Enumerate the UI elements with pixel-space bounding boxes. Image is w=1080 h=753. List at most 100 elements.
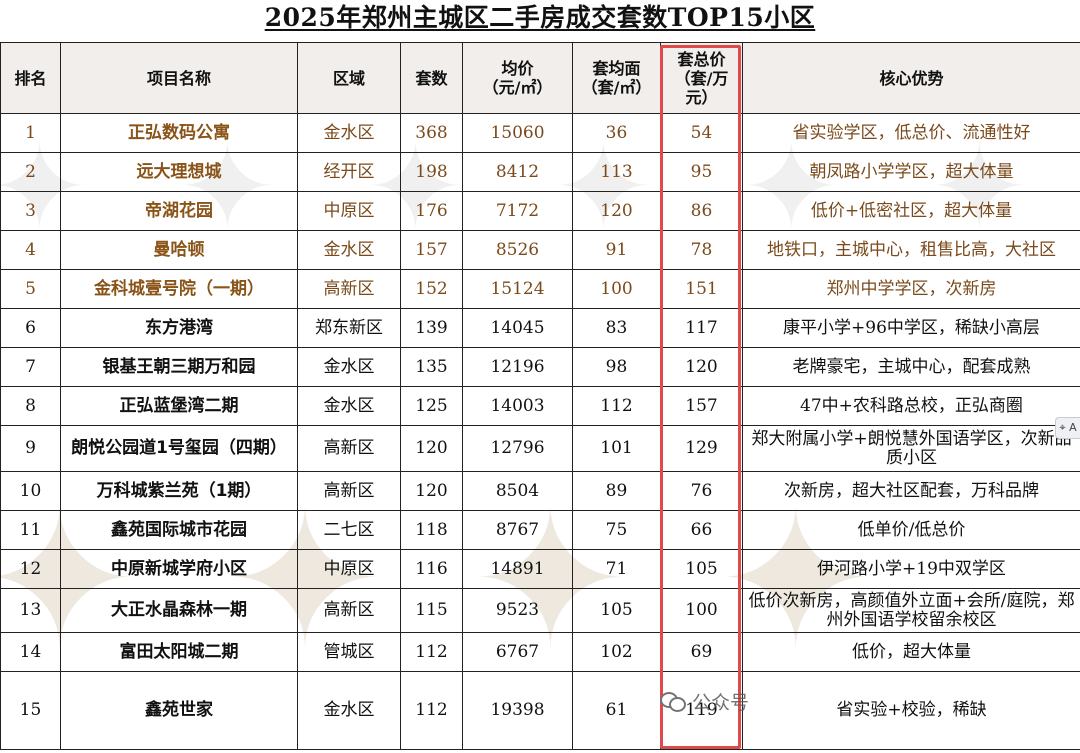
page-title: 2025年郑州主城区二手房成交套数TOP15小区 bbox=[264, 3, 816, 32]
cell-district: 金水区 bbox=[297, 230, 401, 270]
cell-count: 157 bbox=[400, 230, 463, 270]
cell-price: 12796 bbox=[462, 425, 573, 472]
header-total-price: 套总价 （套/万元） bbox=[660, 42, 743, 114]
cell-area: 36 bbox=[572, 113, 661, 153]
cell-name: 金科城壹号院（一期） bbox=[60, 269, 298, 309]
cell-name: 鑫苑国际城市花园 bbox=[60, 510, 298, 550]
table-header-row: 排名 项目名称 区域 套数 均价 （元/㎡） 套均面 （套/㎡） 套总价 （套/万元）… bbox=[0, 42, 1080, 114]
cell-count: 152 bbox=[400, 269, 463, 309]
table-row: 13 大正水晶森林一期 高新区 115 9523 105 100 低价次新房，高颜值外立面+会… bbox=[0, 588, 1080, 633]
cell-district: 金水区 bbox=[297, 347, 401, 387]
table-row: 6 东方港湾 郑东新区 139 14045 83 117 康平小学+96中学区，稀缺小高层 bbox=[0, 308, 1080, 348]
cell-price: 9523 bbox=[462, 588, 573, 633]
cell-total: 157 bbox=[660, 386, 743, 426]
cell-advantage: 次新房，超大社区配套，万科品牌 bbox=[742, 471, 1080, 511]
cell-count: 115 bbox=[400, 588, 463, 633]
table-row: 4 曼哈顿 金水区 157 8526 91 78 地铁口，主城中心，租售比高，大社区 bbox=[0, 230, 1080, 270]
cell-name: 正弘数码公寓 bbox=[60, 113, 298, 153]
cell-price: 15060 bbox=[462, 113, 573, 153]
cell-total: 117 bbox=[660, 308, 743, 348]
cell-total: 78 bbox=[660, 230, 743, 270]
cell-total: 151 bbox=[660, 269, 743, 309]
cell-district: 金水区 bbox=[297, 671, 401, 750]
cell-rank: 11 bbox=[0, 510, 61, 550]
cell-district: 高新区 bbox=[297, 471, 401, 511]
table-row: 8 正弘蓝堡湾二期 金水区 125 14003 112 157 47中+农科路总校，正弘商圈 bbox=[0, 386, 1080, 426]
cell-district: 高新区 bbox=[297, 269, 401, 309]
table-row: 12 中原新城学府小区 中原区 116 14891 71 105 伊河路小学+19中双学区 bbox=[0, 549, 1080, 589]
cell-count: 125 bbox=[400, 386, 463, 426]
cell-count: 112 bbox=[400, 671, 463, 750]
cell-rank: 10 bbox=[0, 471, 61, 511]
cell-district: 金水区 bbox=[297, 113, 401, 153]
table-row: 10 万科城紫兰苑（1期） 高新区 120 8504 89 76 次新房，超大社区配套，万科品… bbox=[0, 471, 1080, 511]
cell-area: 120 bbox=[572, 191, 661, 231]
cell-rank: 13 bbox=[0, 588, 61, 633]
cell-district: 高新区 bbox=[297, 588, 401, 633]
cell-total: 120 bbox=[660, 347, 743, 387]
cell-area: 105 bbox=[572, 588, 661, 633]
cell-advantage: 郑州中学学区，次新房 bbox=[742, 269, 1080, 309]
header-avg-price: 均价 （元/㎡） bbox=[462, 42, 573, 114]
cell-rank: 15 bbox=[0, 671, 61, 750]
cell-area: 61 bbox=[572, 671, 661, 750]
table-row: 9 朗悦公园道1号玺园（四期） 高新区 120 12796 101 129 郑大附属小学+朗悦… bbox=[0, 425, 1080, 472]
cell-total: 69 bbox=[660, 632, 743, 672]
header-advantage: 核心优势 bbox=[742, 42, 1080, 114]
cell-count: 135 bbox=[400, 347, 463, 387]
cell-price: 14045 bbox=[462, 308, 573, 348]
cell-advantage: 低价次新房，高颜值外立面+会所/庭院，郑州外国语学校留余校区 bbox=[742, 588, 1080, 633]
cell-district: 管城区 bbox=[297, 632, 401, 672]
cell-total: 105 bbox=[660, 549, 743, 589]
cell-name: 远大理想城 bbox=[60, 152, 298, 192]
cell-rank: 8 bbox=[0, 386, 61, 426]
cell-total: 66 bbox=[660, 510, 743, 550]
cell-area: 75 bbox=[572, 510, 661, 550]
cell-district: 高新区 bbox=[297, 425, 401, 472]
cell-price: 14003 bbox=[462, 386, 573, 426]
cell-count: 112 bbox=[400, 632, 463, 672]
cell-price: 15124 bbox=[462, 269, 573, 309]
cell-price: 8504 bbox=[462, 471, 573, 511]
table-row: 11 鑫苑国际城市花园 二七区 118 8767 75 66 低单价/低总价 bbox=[0, 510, 1080, 550]
cell-count: 118 bbox=[400, 510, 463, 550]
table-row: 1 正弘数码公寓 金水区 368 15060 36 54 省实验学区，低总价、流通性好 bbox=[0, 113, 1080, 153]
header-name: 项目名称 bbox=[60, 42, 298, 114]
cell-area: 83 bbox=[572, 308, 661, 348]
cell-name: 中原新城学府小区 bbox=[60, 549, 298, 589]
cell-price: 14891 bbox=[462, 549, 573, 589]
cell-area: 98 bbox=[572, 347, 661, 387]
cell-district: 郑东新区 bbox=[297, 308, 401, 348]
cell-advantage: 47中+农科路总校，正弘商圈 bbox=[742, 386, 1080, 426]
cell-rank: 14 bbox=[0, 632, 61, 672]
cell-advantage: 低价，超大体量 bbox=[742, 632, 1080, 672]
cell-name: 正弘蓝堡湾二期 bbox=[60, 386, 298, 426]
cell-area: 112 bbox=[572, 386, 661, 426]
cell-advantage: 低单价/低总价 bbox=[742, 510, 1080, 550]
floating-toolbar-button[interactable]: ⌖ A bbox=[1055, 417, 1080, 439]
cell-rank: 12 bbox=[0, 549, 61, 589]
cell-name: 曼哈顿 bbox=[60, 230, 298, 270]
cell-area: 89 bbox=[572, 471, 661, 511]
cell-total: 119 bbox=[660, 671, 743, 750]
cell-advantage: 康平小学+96中学区，稀缺小高层 bbox=[742, 308, 1080, 348]
cell-name: 东方港湾 bbox=[60, 308, 298, 348]
cell-rank: 5 bbox=[0, 269, 61, 309]
cell-total: 54 bbox=[660, 113, 743, 153]
ranking-table: 排名 项目名称 区域 套数 均价 （元/㎡） 套均面 （套/㎡） 套总价 （套/万元）… bbox=[0, 42, 1080, 750]
cell-advantage: 郑大附属小学+朗悦慧外国语学区，次新品质小区 bbox=[742, 425, 1080, 472]
cell-total: 129 bbox=[660, 425, 743, 472]
cell-advantage: 地铁口，主城中心，租售比高，大社区 bbox=[742, 230, 1080, 270]
table-row: 7 银基王朝三期万和园 金水区 135 12196 98 120 老牌豪宅，主城中心，配套成熟 bbox=[0, 347, 1080, 387]
header-count: 套数 bbox=[400, 42, 463, 114]
cell-area: 102 bbox=[572, 632, 661, 672]
cell-count: 120 bbox=[400, 425, 463, 472]
cell-district: 金水区 bbox=[297, 386, 401, 426]
cell-count: 198 bbox=[400, 152, 463, 192]
cell-count: 120 bbox=[400, 471, 463, 511]
cell-total: 95 bbox=[660, 152, 743, 192]
cell-name: 朗悦公园道1号玺园（四期） bbox=[60, 425, 298, 472]
cell-count: 176 bbox=[400, 191, 463, 231]
table-row: 2 远大理想城 经开区 198 8412 113 95 朝凤路小学学区，超大体量 bbox=[0, 152, 1080, 192]
cell-area: 91 bbox=[572, 230, 661, 270]
